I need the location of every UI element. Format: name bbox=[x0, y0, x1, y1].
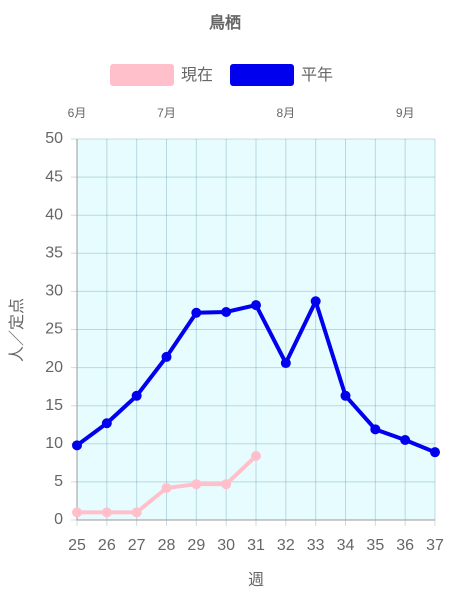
x-tick-label: 25 bbox=[68, 537, 86, 554]
y-tick-label: 10 bbox=[45, 435, 63, 452]
data-point bbox=[221, 306, 232, 317]
legend-label: 平年 bbox=[301, 66, 333, 84]
y-tick-label: 45 bbox=[45, 168, 63, 185]
chart-title: 鳥栖 bbox=[209, 13, 241, 32]
x-tick-label: 36 bbox=[396, 537, 414, 554]
y-tick-label: 25 bbox=[45, 321, 63, 338]
data-point bbox=[101, 507, 112, 518]
x-tick-label: 35 bbox=[366, 537, 384, 554]
data-point bbox=[400, 434, 411, 445]
x-tick-label: 28 bbox=[158, 537, 176, 554]
x-tick-label: 26 bbox=[98, 537, 116, 554]
data-point bbox=[251, 300, 261, 311]
data-point bbox=[340, 390, 351, 401]
x2-tick-label: 9月 bbox=[396, 106, 415, 120]
data-point bbox=[101, 418, 112, 429]
data-point bbox=[161, 351, 172, 362]
y-tick-label: 15 bbox=[45, 397, 63, 414]
x-tick-label: 32 bbox=[277, 537, 295, 554]
x2-tick-label: 8月 bbox=[276, 106, 295, 120]
data-point bbox=[191, 307, 202, 318]
y-tick-label: 5 bbox=[54, 473, 63, 490]
data-point bbox=[280, 358, 291, 369]
data-point bbox=[131, 507, 142, 518]
x2-tick-label: 6月 bbox=[68, 106, 87, 120]
y-tick-label: 35 bbox=[45, 245, 63, 262]
y-tick-label: 40 bbox=[45, 206, 63, 223]
x-tick-label: 37 bbox=[426, 537, 444, 554]
y-tick-label: 30 bbox=[45, 283, 63, 300]
x-tick-label: 29 bbox=[187, 537, 205, 554]
data-point bbox=[251, 450, 261, 461]
y-tick-label: 50 bbox=[45, 130, 63, 147]
x-tick-label: 27 bbox=[128, 537, 146, 554]
x-tick-label: 31 bbox=[247, 537, 265, 554]
x-tick-label: 33 bbox=[307, 537, 325, 554]
y-axis-label: 人／定点 bbox=[8, 298, 26, 362]
data-point bbox=[161, 482, 172, 493]
x-axis-label: 週 bbox=[248, 571, 264, 589]
data-point bbox=[310, 296, 321, 307]
x2-tick-label: 7月 bbox=[157, 106, 176, 120]
data-point bbox=[221, 479, 232, 490]
data-point bbox=[370, 424, 381, 435]
legend-swatch bbox=[110, 64, 174, 86]
legend-swatch bbox=[230, 64, 295, 86]
y-tick-label: 0 bbox=[54, 511, 63, 528]
data-point bbox=[72, 507, 82, 518]
x-tick-label: 34 bbox=[337, 537, 355, 554]
data-point bbox=[191, 479, 202, 490]
data-point bbox=[131, 390, 142, 401]
data-point bbox=[430, 447, 440, 458]
x-tick-label: 30 bbox=[217, 537, 235, 554]
y-tick-label: 20 bbox=[45, 359, 63, 376]
legend-label: 現在 bbox=[181, 66, 213, 84]
data-point bbox=[72, 440, 82, 451]
